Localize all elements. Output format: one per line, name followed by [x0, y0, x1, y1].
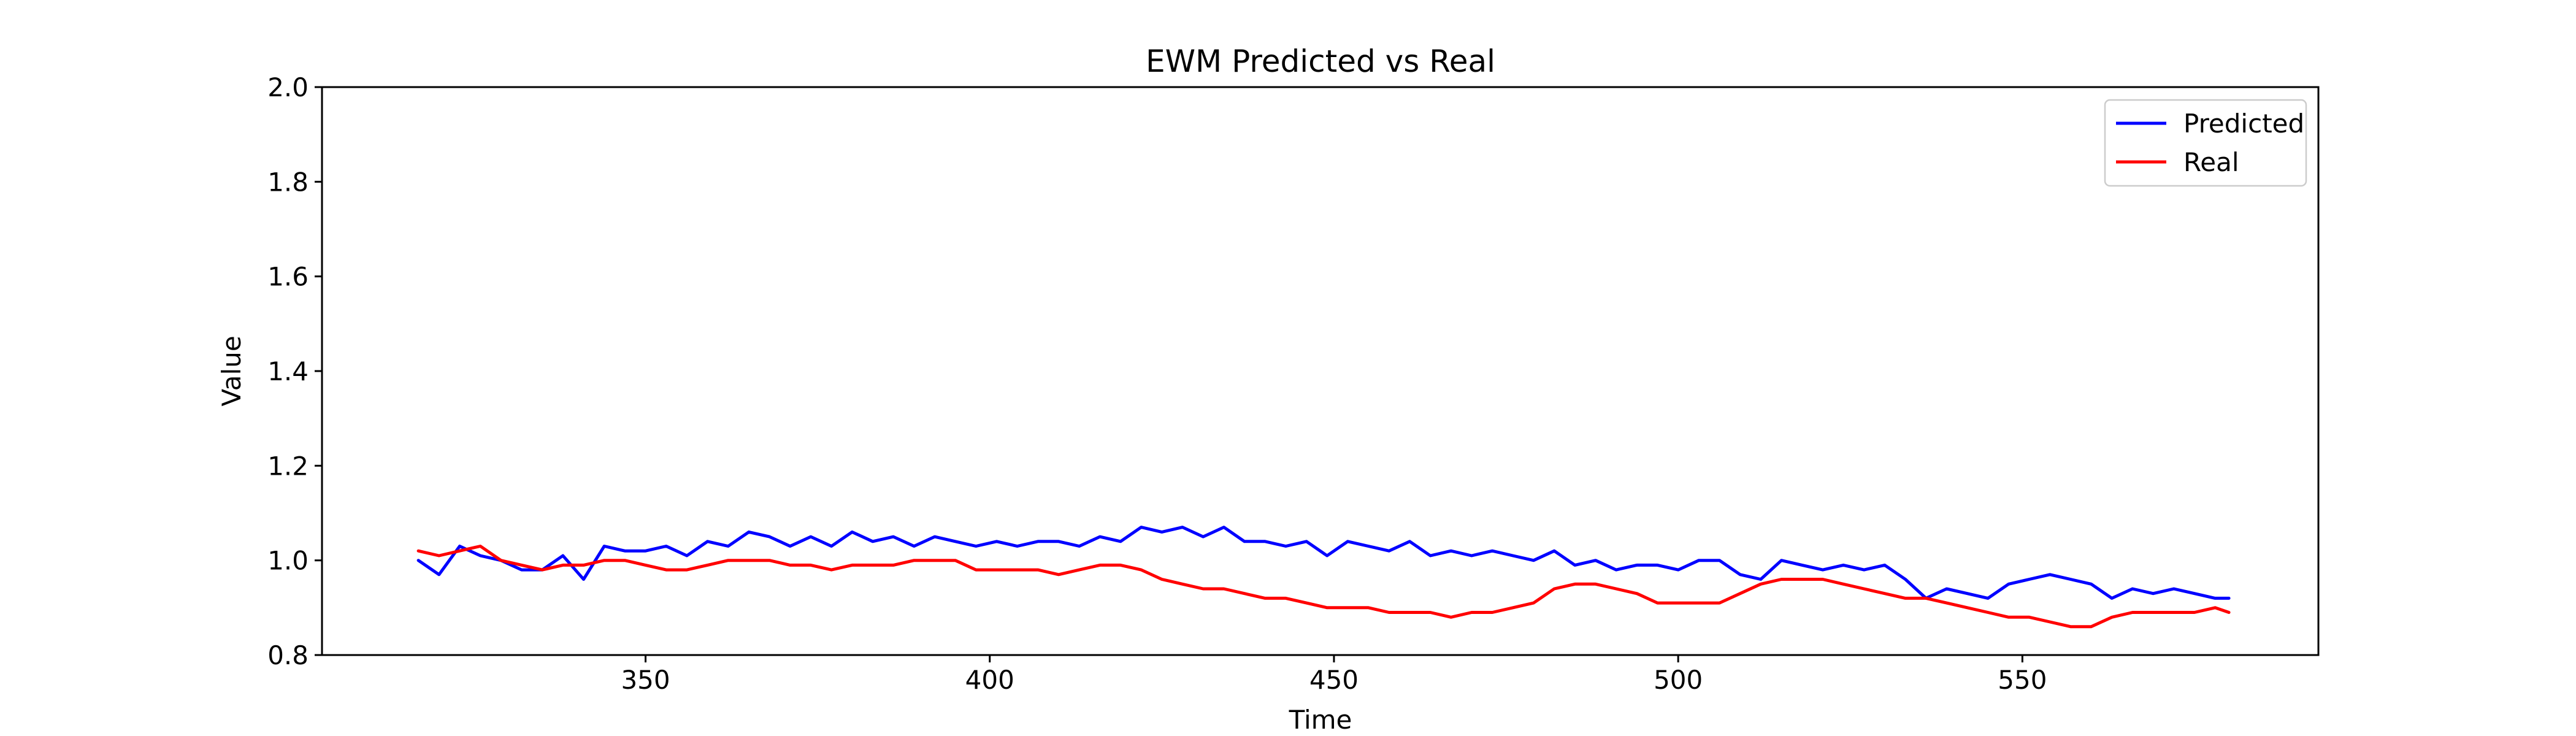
chart-title: EWM Predicted vs Real	[1146, 44, 1495, 79]
axes-ticks: 350 400 450 500 550 0.8 1.0 1.2 1.4 1.6 1.8 2.0	[267, 72, 2047, 695]
x-axis-label: Time	[1289, 705, 1352, 735]
y-tick-label: 1.0	[267, 546, 309, 576]
legend: Predicted Real	[2104, 99, 2307, 187]
x-tick-label: 350	[621, 665, 670, 695]
legend-label-predicted: Predicted	[2183, 109, 2304, 139]
legend-label-real: Real	[2183, 147, 2239, 177]
y-tick-label: 1.8	[267, 167, 309, 197]
y-tick-label: 2.0	[267, 72, 309, 102]
x-tick-label: 550	[1998, 665, 2047, 695]
plot-frame	[321, 86, 2320, 656]
x-tick-label: 450	[1309, 665, 1359, 695]
y-tick-label: 1.6	[267, 262, 309, 292]
series-line-predicted	[416, 526, 2231, 600]
series-line-real	[416, 545, 2231, 629]
y-tick-label: 1.2	[267, 451, 309, 481]
y-tick-label: 0.8	[267, 640, 309, 670]
y-tick-label: 1.4	[267, 356, 309, 386]
x-tick-label: 500	[1654, 665, 1703, 695]
plot-area	[416, 526, 2231, 629]
x-tick-label: 400	[965, 665, 1014, 695]
y-axis-label: Value	[217, 335, 247, 406]
legend-box	[2104, 99, 2307, 187]
